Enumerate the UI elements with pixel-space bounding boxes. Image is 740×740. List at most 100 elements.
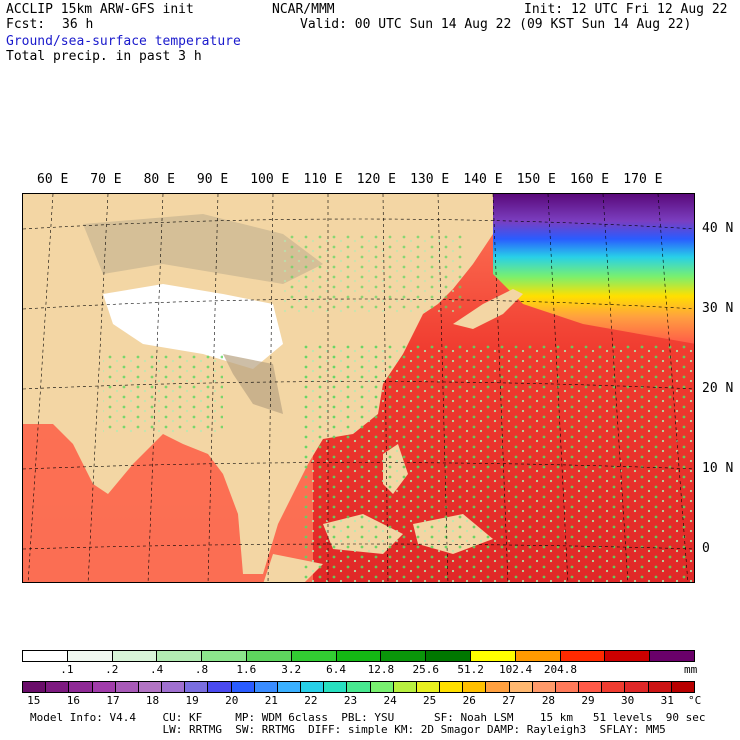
scale-tick-label: 19	[185, 694, 199, 707]
scale-swatch	[347, 682, 371, 692]
scale-tick-label: 18	[145, 694, 160, 707]
scale-swatch	[532, 682, 556, 692]
latitude-label: 40 N	[702, 221, 734, 236]
scale-tick-label: 1.6	[236, 663, 257, 676]
field-precip-label: Total precip. in past 3 h	[6, 49, 202, 64]
precipitation-field	[303, 344, 694, 582]
scale-swatch	[470, 651, 516, 661]
scale-swatch	[602, 682, 626, 692]
longitude-label: 130 E	[410, 172, 450, 187]
japan	[453, 289, 523, 329]
weather-map	[22, 193, 695, 583]
scale-tick-label: .8	[194, 663, 209, 676]
model-title: ACCLIP 15km ARW-GFS init	[6, 2, 194, 17]
scale-tick-label: 23	[343, 694, 358, 707]
scale-swatch	[486, 682, 510, 692]
mountain-terrain	[83, 214, 323, 284]
precipitation-unit: mm	[684, 663, 698, 676]
scale-tick-label: .2	[105, 663, 119, 676]
scale-swatch	[416, 682, 441, 692]
scale-swatch	[650, 651, 694, 661]
scale-tick-label: 204.8	[543, 663, 577, 676]
scale-swatch	[509, 682, 533, 692]
scale-swatch	[555, 682, 580, 692]
scale-swatch	[67, 651, 113, 661]
scale-swatch	[23, 651, 68, 661]
forecast-label: Fcst:	[6, 17, 46, 32]
scale-swatch	[625, 682, 649, 692]
precipitation-color-scale	[22, 650, 695, 662]
scale-swatch	[46, 682, 70, 692]
lat-lon-grid	[23, 194, 694, 582]
scale-tick-label: 25.6	[412, 663, 440, 676]
scale-tick-label: .4	[149, 663, 164, 676]
scale-swatch	[370, 682, 394, 692]
scale-swatch	[671, 682, 694, 692]
model-info-line2: LW: RRTMG SW: RRTMG DIFF: simple KM: 2D …	[30, 723, 666, 736]
scale-swatch	[277, 682, 302, 692]
scale-tick-label: 22	[304, 694, 318, 707]
scale-tick-label: 17	[106, 694, 120, 707]
longitude-label: 140 E	[463, 172, 503, 187]
north-pacific-cold-water	[493, 194, 694, 344]
scale-tick-label: 25	[423, 694, 437, 707]
scale-tick-label: 29	[581, 694, 595, 707]
scale-swatch	[648, 682, 672, 692]
scale-tick-label: 12.8	[367, 663, 395, 676]
scale-tick-label: 6.4	[326, 663, 346, 676]
longitude-label: 60 E	[37, 172, 69, 187]
scale-tick-label: 27	[502, 694, 516, 707]
latitude-label: 0	[702, 541, 710, 556]
scale-swatch	[162, 682, 186, 692]
scale-swatch	[92, 682, 116, 692]
scale-swatch	[246, 651, 292, 661]
latitude-label: 20 N	[702, 381, 734, 396]
longitude-label: 70 E	[90, 172, 122, 187]
scale-tick-label: 51.2	[457, 663, 484, 676]
latitude-label: 10 N	[702, 461, 734, 476]
scale-tick-label: 24	[383, 694, 397, 707]
longitude-label: 80 E	[143, 172, 175, 187]
scale-tick-label: 20	[225, 694, 239, 707]
scale-swatch	[185, 682, 209, 692]
longitude-label: 110 E	[303, 172, 343, 187]
map-canvas	[23, 194, 694, 582]
scale-swatch	[254, 682, 278, 692]
scale-swatch	[231, 682, 255, 692]
scale-swatch	[69, 682, 93, 692]
scale-swatch	[112, 651, 158, 661]
scale-swatch	[440, 682, 464, 692]
scale-swatch	[291, 651, 337, 661]
longitude-label: 150 E	[516, 172, 556, 187]
longitude-label: 90 E	[196, 172, 229, 187]
temperature-color-scale	[22, 681, 695, 693]
tibetan-plateau	[103, 284, 283, 369]
scale-swatch	[515, 651, 561, 661]
scale-swatch	[393, 682, 417, 692]
scale-swatch	[301, 682, 325, 692]
scale-tick-label: 28	[541, 694, 556, 707]
field-temperature-label: Ground/sea-surface temperature	[6, 34, 241, 49]
scale-tick-label: .1	[60, 663, 74, 676]
scale-tick-label: 15	[27, 694, 41, 707]
scale-tick-label: 102.4	[498, 663, 533, 676]
scale-swatch	[202, 651, 247, 661]
scale-swatch	[324, 682, 348, 692]
forecast-hours: 36 h	[62, 17, 94, 32]
scale-swatch	[605, 651, 651, 661]
model-info-line1: Model Info: V4.4 CU: KF MP: WDM 6class P…	[30, 711, 706, 724]
latitude-label: 30 N	[702, 301, 734, 316]
scale-tick-label: 21	[264, 694, 278, 707]
scale-swatch	[579, 682, 603, 692]
scale-swatch	[115, 682, 139, 692]
scale-swatch	[336, 651, 382, 661]
valid-time: Valid: 00 UTC Sun 14 Aug 22 (09 KST Sun …	[300, 17, 692, 32]
scale-swatch	[138, 682, 163, 692]
scale-swatch	[23, 682, 47, 692]
scale-swatch	[426, 651, 471, 661]
longitude-label: 100 E	[250, 172, 290, 187]
longitude-label: 170 E	[623, 172, 663, 187]
scale-tick-label: 16	[66, 694, 80, 707]
scale-swatch	[157, 651, 203, 661]
org-label: NCAR/MMM	[272, 2, 335, 17]
